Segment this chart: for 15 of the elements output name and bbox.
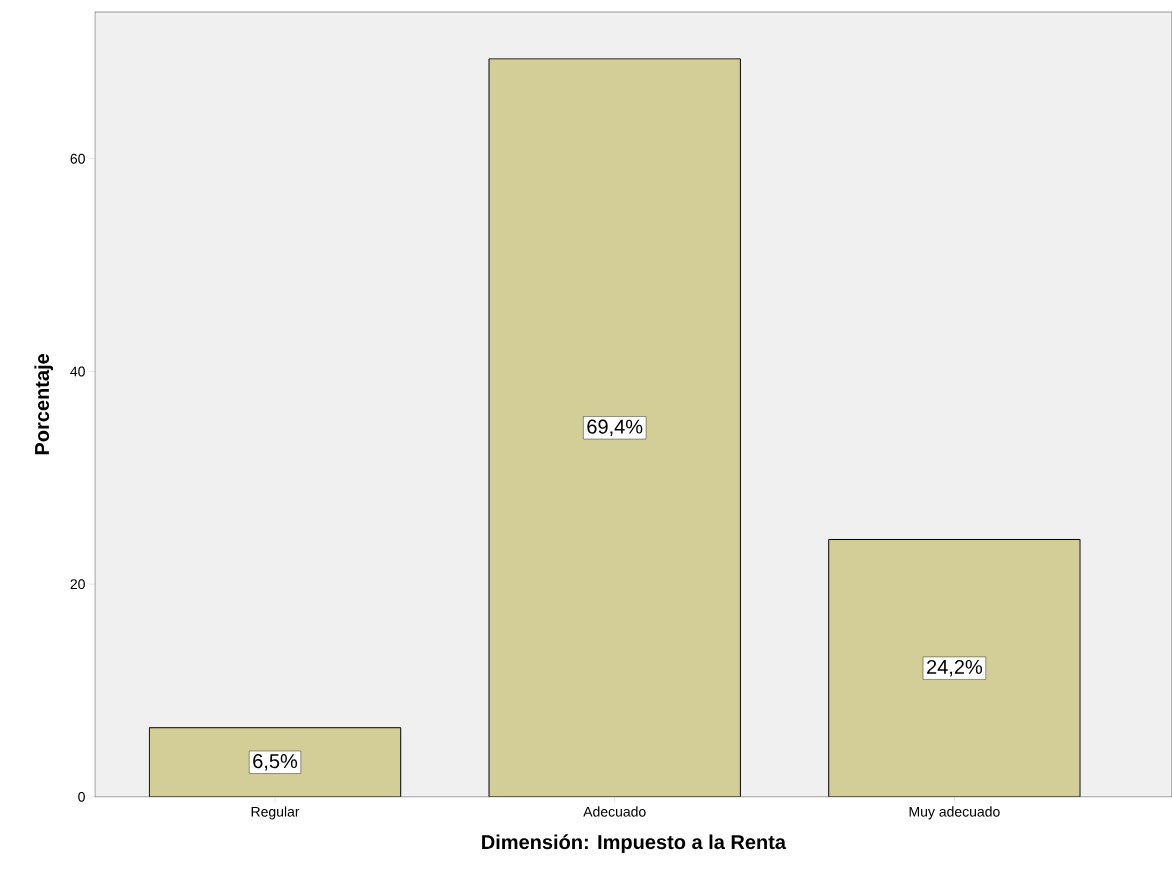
x-tick-label: Regular xyxy=(251,806,300,820)
data-label: 69,4% xyxy=(587,419,643,437)
y-axis-title: Porcentaje xyxy=(34,354,54,455)
x-tick-label: Muy adecuado xyxy=(909,806,1000,820)
y-tick-label: 40 xyxy=(70,366,85,377)
data-label: 24,2% xyxy=(927,659,983,677)
y-tick-label: 60 xyxy=(70,153,85,164)
y-tick-label: 20 xyxy=(70,579,85,590)
data-label: 6,5% xyxy=(253,754,298,771)
bar xyxy=(828,539,1081,797)
x-tick-label: Adecuado xyxy=(583,806,646,817)
y-tick-label: 0 xyxy=(78,791,85,802)
bar xyxy=(488,58,741,797)
x-axis-title: Dimensión: Impuesto a la Renta xyxy=(482,834,787,854)
bar xyxy=(148,727,402,797)
